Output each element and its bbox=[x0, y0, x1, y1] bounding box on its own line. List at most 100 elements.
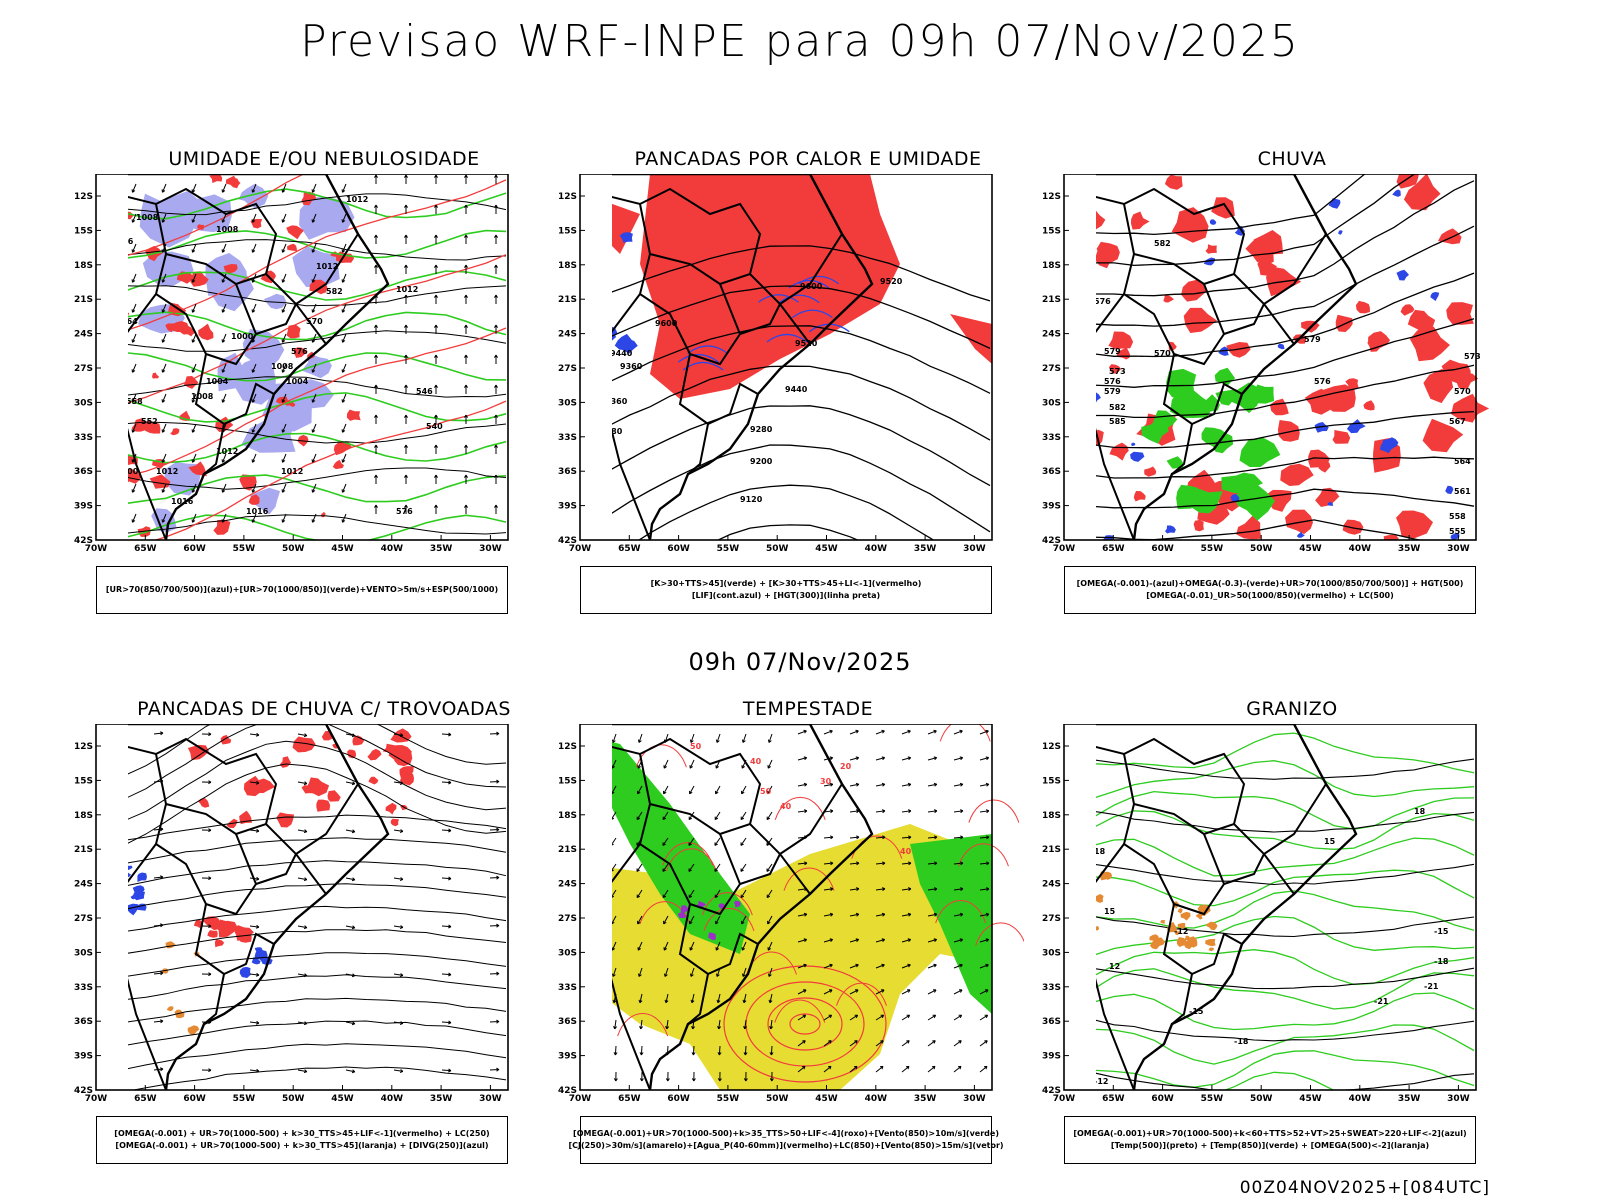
lon-label: 55W bbox=[1201, 544, 1224, 554]
contour-label: 540 bbox=[426, 422, 443, 431]
wind-vector bbox=[875, 861, 886, 866]
wind-vector bbox=[404, 174, 408, 184]
wind-vector bbox=[740, 889, 747, 899]
humid-patch bbox=[106, 364, 112, 369]
humid-patch bbox=[209, 174, 223, 184]
wind-vector bbox=[102, 244, 106, 252]
omega-area bbox=[1392, 189, 1401, 197]
wind-vector bbox=[823, 782, 834, 787]
coastline bbox=[612, 174, 874, 540]
stream-arrow bbox=[201, 780, 212, 785]
lon-label: 60W bbox=[183, 1094, 206, 1104]
lon-label: 50W bbox=[1250, 544, 1273, 554]
wind-vector bbox=[374, 474, 378, 484]
lon-label: 40W bbox=[865, 544, 888, 554]
temp500-contour bbox=[1096, 967, 1475, 990]
wind-vector bbox=[131, 363, 137, 373]
stream-arrow bbox=[345, 1069, 356, 1074]
country-border bbox=[779, 233, 843, 305]
humid-patch bbox=[170, 428, 180, 436]
rain-area bbox=[1319, 384, 1356, 412]
wind-vector bbox=[161, 453, 167, 463]
wind-vector bbox=[131, 423, 137, 433]
wind-vector bbox=[404, 294, 408, 304]
contour-label: 30 bbox=[820, 777, 832, 786]
contour-label: 9440 bbox=[785, 385, 808, 394]
wind-vector bbox=[464, 444, 468, 454]
humid-patch bbox=[239, 474, 257, 491]
divergence-area bbox=[128, 872, 132, 878]
humid-patch bbox=[213, 519, 231, 535]
lon-label: 40W bbox=[1349, 544, 1372, 554]
streamline bbox=[789, 1013, 821, 1035]
humid-patch bbox=[98, 497, 116, 512]
lon-label: 50W bbox=[282, 544, 305, 554]
stream-arrow bbox=[393, 1069, 404, 1073]
wind-vector bbox=[494, 264, 498, 274]
country-border bbox=[1171, 973, 1193, 1025]
stream-arrow bbox=[249, 732, 260, 737]
map-frame bbox=[1063, 724, 1477, 1091]
stream-arrow bbox=[393, 733, 404, 737]
wind-vector bbox=[191, 213, 197, 223]
legend-line-2: [CJ(250)>30m/s](amarelo)+[Agua_P(40-60mm… bbox=[568, 1141, 1004, 1150]
stream-arrow bbox=[441, 924, 452, 929]
temp500-contour bbox=[1096, 811, 1475, 833]
thunderstorm-area bbox=[385, 802, 397, 815]
contour-label: 40 bbox=[780, 802, 792, 811]
country-border bbox=[295, 783, 359, 855]
wind-vector bbox=[767, 759, 773, 769]
wind-vector bbox=[823, 887, 834, 892]
pressure-contour bbox=[128, 376, 507, 398]
lat-label: 42S bbox=[74, 536, 93, 546]
contour-label: 570 bbox=[306, 317, 323, 326]
contour-label: 1012 bbox=[316, 262, 338, 271]
contour-label: 40 bbox=[900, 847, 912, 856]
lat-label: 39S bbox=[558, 502, 577, 512]
lif-contour bbox=[677, 353, 719, 363]
wind-vector bbox=[767, 733, 773, 743]
wind-vector bbox=[875, 912, 886, 917]
contour-label: 570 bbox=[1154, 349, 1171, 358]
humid-patch bbox=[128, 312, 130, 319]
country-border bbox=[203, 423, 225, 475]
wind-vector bbox=[797, 1040, 806, 1047]
lat-label: 27S bbox=[558, 914, 577, 924]
omega-area bbox=[1346, 419, 1366, 434]
country-border bbox=[739, 853, 781, 885]
lat-label: 18S bbox=[558, 811, 577, 821]
lat-label: 42S bbox=[1042, 536, 1061, 546]
temp850-contour bbox=[1096, 915, 1475, 956]
lat-label: 39S bbox=[1042, 1052, 1061, 1062]
humid-patch bbox=[183, 376, 199, 389]
rain-area bbox=[1236, 515, 1262, 540]
water-contour bbox=[935, 899, 987, 924]
rain-area bbox=[1355, 300, 1370, 314]
wind-vector bbox=[494, 234, 498, 244]
water-contour bbox=[662, 842, 714, 866]
wind-vector bbox=[927, 756, 938, 761]
lif-contour bbox=[758, 294, 799, 303]
omega500-area bbox=[1073, 904, 1080, 911]
wind-vector bbox=[979, 887, 990, 892]
legend-line-2: [OMEGA(-0.001) + UR>70(1000-500) + k>30_… bbox=[115, 1141, 489, 1150]
lif-contour bbox=[778, 294, 820, 304]
panel-legend: [K>30+TTS>45](verde) + [K>30+TTS>45+LI<-… bbox=[580, 566, 992, 614]
water-contour bbox=[703, 907, 755, 932]
country-border bbox=[1096, 843, 1135, 1090]
country-border bbox=[194, 353, 275, 426]
humidity-area bbox=[292, 246, 340, 288]
wind-vector bbox=[875, 835, 886, 840]
rain-area bbox=[1407, 309, 1436, 333]
wind-vector bbox=[131, 483, 137, 493]
wind-vector bbox=[464, 474, 468, 484]
wind-vector bbox=[979, 912, 990, 917]
stream-arrow bbox=[249, 828, 260, 833]
wind-vector bbox=[281, 363, 287, 373]
rain-area bbox=[1205, 244, 1217, 254]
stream-arrow bbox=[201, 1068, 212, 1073]
panel-legend: [OMEGA(-0.001)+UR>70(1000-500)+k>35_TTS>… bbox=[568, 1116, 1004, 1164]
lon-label: 50W bbox=[282, 1094, 305, 1104]
wind-vector bbox=[464, 504, 468, 514]
